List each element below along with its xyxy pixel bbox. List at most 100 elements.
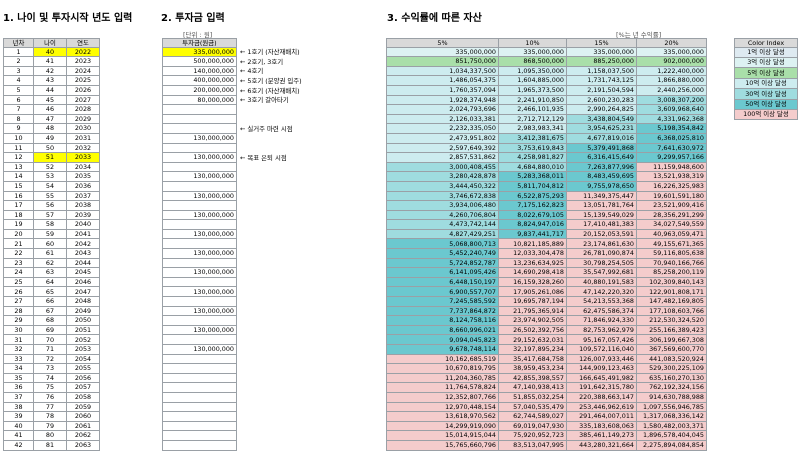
asset-value-cell: 2,232,335,050: [386, 123, 499, 134]
asset-value-cell: 32,197,895,234: [498, 344, 567, 355]
table-header-cell: 10%: [498, 38, 567, 48]
age-cell: 47: [33, 113, 67, 125]
asset-value-cell: 13,618,970,562: [386, 411, 499, 422]
annotation-cell: ← 실거주 마련 시점: [240, 124, 293, 133]
table-row: 6,900,557,707 17,905,261,086 47,142,220,32…: [386, 286, 707, 298]
table-row: 4,260,706,804 8,022,679,105 15,139,549,029…: [386, 209, 707, 221]
year-index-cell: 39: [3, 411, 34, 422]
asset-value-cell: 40,963,059,471: [636, 228, 707, 240]
asset-value-cell: 1,604,885,000: [498, 75, 567, 86]
age-cell: 75: [33, 382, 67, 393]
table-row: 4,473,742,144 8,824,947,016 17,410,481,383…: [386, 219, 707, 230]
asset-value-cell: 335,183,608,063: [566, 420, 637, 432]
asset-value-cell: 5,811,704,812: [498, 180, 567, 192]
age-cell: 62: [33, 257, 67, 269]
asset-growth-table: 5% 10% 15% 20% 335,000,000 335,000,000 335,000…: [386, 38, 707, 451]
investment-cell: [162, 401, 237, 413]
age-cell: 50: [33, 142, 67, 154]
asset-value-cell: 306,199,667,308: [636, 334, 707, 345]
year-index-cell: 6: [3, 94, 34, 106]
annotation-cell: ← 2호기, 3호기: [240, 57, 284, 66]
asset-value-cell: 7,737,864,872: [386, 305, 499, 317]
investment-cell: 130,000,000: [162, 228, 237, 240]
table-row: 23 62 2044: [3, 257, 100, 269]
year-index-cell: 31: [3, 334, 34, 345]
asset-value-cell: 3,008,307,200: [636, 94, 707, 106]
table-row: 30 69 2051: [3, 324, 100, 336]
age-cell: 43: [33, 75, 67, 86]
table-row: 26 65 2047: [3, 286, 100, 298]
table-row: 1,034,337,500 1,095,350,000 1,158,037,500 1…: [386, 65, 707, 77]
asset-value-cell: 335,000,000: [498, 46, 567, 58]
year-index-cell: 37: [3, 391, 34, 403]
age-cell: 66: [33, 296, 67, 307]
annotation-cell: ← 6호기 (자산재배치): [240, 86, 300, 95]
asset-value-cell: 177,108,603,766: [636, 305, 707, 317]
annotation-cell: [238, 374, 368, 384]
year-index-cell: 17: [3, 200, 34, 211]
annotation-cell: [238, 172, 368, 182]
investment-cell: 130,000,000: [162, 190, 237, 202]
investment-cell: 130,000,000: [162, 209, 237, 221]
year-cell: 2050: [66, 315, 100, 326]
table-row: 8,660,996,021 26,502,392,756 82,753,962,97…: [386, 324, 707, 336]
investment-cell: 140,000,000: [162, 65, 237, 77]
table-row: [162, 238, 237, 250]
age-cell: 49: [33, 132, 67, 144]
legend-item: 50억 이상 달성: [734, 98, 798, 110]
asset-value-cell: 14,299,919,090: [386, 420, 499, 432]
table-row: 8,124,758,116 23,974,902,505 71,846,924,33…: [386, 315, 707, 326]
table-row: 11,764,578,824 47,140,938,413 191,642,315,…: [386, 382, 707, 393]
investment-cell: 130,000,000: [162, 324, 237, 336]
asset-value-cell: 220,388,663,147: [566, 391, 637, 403]
asset-value-cell: 914,630,788,988: [636, 391, 707, 403]
asset-value-cell: 17,410,481,383: [566, 219, 637, 230]
asset-value-cell: 8,022,679,105: [498, 209, 567, 221]
table-row: 4 43 2025: [3, 75, 100, 86]
table-row: 7,245,585,592 19,695,787,194 54,213,553,36…: [386, 296, 707, 307]
year-index-cell: 30: [3, 324, 34, 336]
asset-value-cell: 1,965,373,500: [498, 84, 567, 96]
asset-value-cell: 54,213,553,368: [566, 296, 637, 307]
asset-value-cell: 13,236,634,925: [498, 257, 567, 269]
table-row: [162, 420, 237, 432]
table-row: [162, 200, 237, 211]
asset-value-cell: 2,241,910,850: [498, 94, 567, 106]
section-title-assets: 3. 수익률에 따른 자산: [387, 13, 482, 24]
asset-value-cell: 2,473,951,802: [386, 132, 499, 144]
table-row: 7,737,864,872 21,795,365,914 62,475,586,37…: [386, 305, 707, 317]
investment-cell: 130,000,000: [162, 305, 237, 317]
year-cell: 2032: [66, 142, 100, 154]
table-row: 130,000,000: [162, 171, 237, 182]
section-title-investment: 2. 투자금 입력: [161, 13, 225, 24]
asset-value-cell: 109,572,116,040: [566, 344, 637, 355]
age-cell: 41: [33, 56, 67, 67]
annotation-cell: [238, 287, 368, 297]
asset-value-cell: 7,263,877,996: [566, 161, 637, 173]
table-row: 24 63 2045: [3, 267, 100, 278]
table-row: 3,280,428,878 5,283,368,011 8,483,459,695 1…: [386, 171, 707, 182]
age-cell: 46: [33, 104, 67, 115]
table-row: 1,928,374,948 2,241,910,850 2,600,230,283 3…: [386, 94, 707, 106]
year-index-cell: 15: [3, 180, 34, 192]
investment-cell: 130,000,000: [162, 132, 237, 144]
age-cell: 55: [33, 190, 67, 202]
year-cell: 2061: [66, 420, 100, 432]
year-cell: 2038: [66, 200, 100, 211]
table-row: 17 56 2038: [3, 200, 100, 211]
year-cell: 2037: [66, 190, 100, 202]
asset-value-cell: 5,283,368,011: [498, 171, 567, 182]
asset-value-cell: 5,379,491,868: [566, 142, 637, 154]
table-row: 400,000,000: [162, 75, 237, 86]
investment-cell: [162, 219, 237, 230]
table-row: 29 68 2050: [3, 315, 100, 326]
asset-value-cell: 28,356,291,299: [636, 209, 707, 221]
asset-value-cell: 4,258,981,827: [498, 152, 567, 163]
year-cell: 2059: [66, 401, 100, 413]
asset-value-cell: 29,152,632,031: [498, 334, 567, 345]
asset-value-cell: 19,695,787,194: [498, 296, 567, 307]
asset-value-cell: 762,192,324,156: [636, 382, 707, 393]
table-row: 130,000,000: [162, 209, 237, 221]
asset-value-cell: 3,934,006,480: [386, 200, 499, 211]
year-cell: 2060: [66, 411, 100, 422]
